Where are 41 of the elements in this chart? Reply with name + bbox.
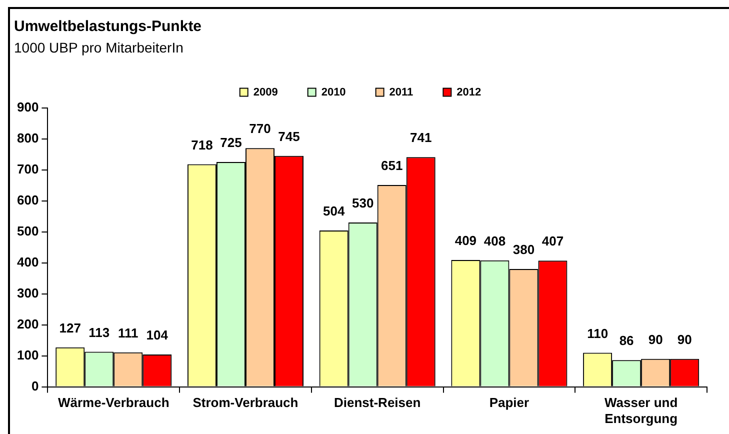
data-label: 504 <box>322 204 346 219</box>
y-tick-label: 300 <box>16 285 39 300</box>
data-label: 741 <box>410 130 432 146</box>
data-label: 104 <box>146 328 169 343</box>
x-tick-label: Wärme-Verbrauch <box>58 395 170 410</box>
legend-label: 2012 <box>456 86 482 98</box>
y-tick-label: 700 <box>16 161 39 176</box>
data-label: 745 <box>278 128 300 144</box>
legend-label: 2011 <box>389 86 414 98</box>
chart-title: Umweltbelastungs-Punkte <box>14 18 202 36</box>
data-label: 113 <box>88 324 110 340</box>
data-label: 86 <box>619 333 634 348</box>
data-label: 407 <box>542 234 564 249</box>
y-tick-label: 400 <box>16 254 39 270</box>
data-label: 530 <box>352 196 374 211</box>
y-tick-label: 900 <box>16 99 39 114</box>
x-tick-label: Dienst-Reisen <box>334 395 421 410</box>
x-tick-label: Wasser und Entsorgung <box>604 395 678 426</box>
x-tick-label: Papier <box>489 395 530 410</box>
data-label: 111 <box>118 325 138 340</box>
y-tick-label: 100 <box>16 347 39 362</box>
data-label: 770 <box>249 121 271 136</box>
y-tick-label: 800 <box>16 130 39 146</box>
data-label: 725 <box>220 135 242 150</box>
chart-subtitle: 1000 UBP pro MitarbeiterIn <box>14 39 184 56</box>
data-label: 718 <box>191 137 213 152</box>
y-tick-label: 0 <box>31 378 39 394</box>
data-label: 127 <box>59 320 81 336</box>
data-label: 380 <box>512 242 535 258</box>
y-tick-label: 200 <box>16 316 39 332</box>
data-label: 90 <box>677 332 692 347</box>
data-label: 90 <box>648 332 663 347</box>
data-label: 651 <box>381 158 403 174</box>
y-tick-label: 500 <box>16 223 39 238</box>
data-label: 408 <box>484 233 506 248</box>
legend-label: 2010 <box>321 86 346 98</box>
x-tick-label: Strom-Verbrauch <box>192 395 298 410</box>
data-label: 409 <box>454 233 477 248</box>
data-label: 110 <box>587 326 608 341</box>
legend-label: 2009 <box>253 86 278 98</box>
y-tick-label: 600 <box>16 192 39 208</box>
